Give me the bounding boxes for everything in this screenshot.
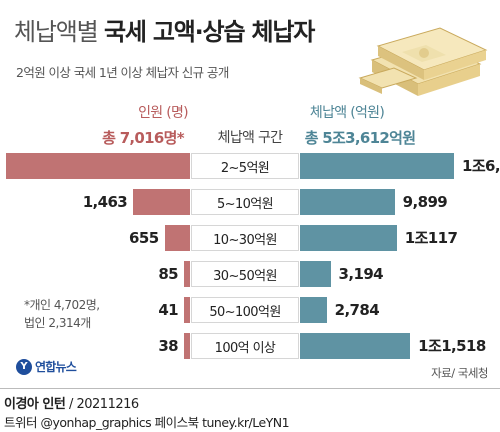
money-stack-icon [358, 27, 488, 96]
bar-right [300, 225, 397, 251]
bar-left [184, 297, 190, 323]
bar-left [184, 261, 190, 287]
value-right: 1조1,518 [418, 337, 486, 355]
right-column-total: 총 5조3,612억원 [304, 129, 416, 147]
value-right: 1조117 [404, 229, 458, 247]
bar-left [184, 333, 190, 359]
center-column-title: 체납액 구간 [217, 130, 283, 146]
category-label: 100억 이상 [191, 333, 299, 359]
logo-text: 연합뉴스 [35, 360, 77, 374]
yonhap-logo: Y 연합뉴스 [16, 358, 77, 375]
value-right: 3,194 [338, 265, 384, 283]
category-label: 5~10억원 [191, 189, 299, 215]
bar-left [6, 153, 190, 179]
left-column-title: 인원 (명) [138, 105, 189, 121]
bar-left [133, 189, 190, 215]
value-left: 85 [158, 265, 178, 283]
value-right: 1조6,100 [462, 157, 500, 175]
bar-right [300, 153, 454, 179]
bar-right [300, 189, 395, 215]
bar-left [164, 225, 190, 251]
value-left: 1,463 [82, 193, 128, 211]
value-left: 38 [158, 337, 178, 355]
value-left: 655 [129, 229, 159, 247]
source: 자료/ 국세청 [431, 366, 488, 380]
bar-right [300, 333, 411, 359]
category-label: 10~30억원 [191, 225, 299, 251]
left-column-total: 총 7,016명* [102, 129, 185, 147]
title-light: 체납액별 [14, 18, 99, 46]
yonhap-logo-icon: Y [16, 358, 32, 375]
footnote: *개인 4,702명, 법인 2,314개 [24, 298, 100, 330]
category-label: 2~5억원 [191, 153, 299, 179]
value-right: 2,784 [334, 301, 380, 319]
credit-line: 이경아 인턴 / 20211216 [4, 397, 139, 412]
category-label: 50~100억원 [191, 297, 299, 323]
bar-right [300, 261, 331, 287]
value-left: 41 [158, 301, 178, 319]
footer-divider [0, 388, 500, 389]
right-column-title: 체납액 (억원) [309, 105, 385, 121]
bar-right [300, 297, 327, 323]
title-bold: 국세 고액·상습 체납자 [103, 18, 315, 46]
page-title: 체납액별 국세 고액·상습 체납자 [14, 12, 315, 47]
author: 이경아 인턴 [4, 397, 66, 412]
category-label: 30~50억원 [191, 261, 299, 287]
social-links: 트위터 @yonhap_graphics 페이스북 tuney.kr/LeYN1 [4, 415, 290, 430]
value-right: 9,899 [402, 193, 448, 211]
subtitle: 2억원 이상 국세 1년 이상 체납자 신규 공개 [16, 65, 229, 80]
date: 20211216 [76, 397, 139, 412]
